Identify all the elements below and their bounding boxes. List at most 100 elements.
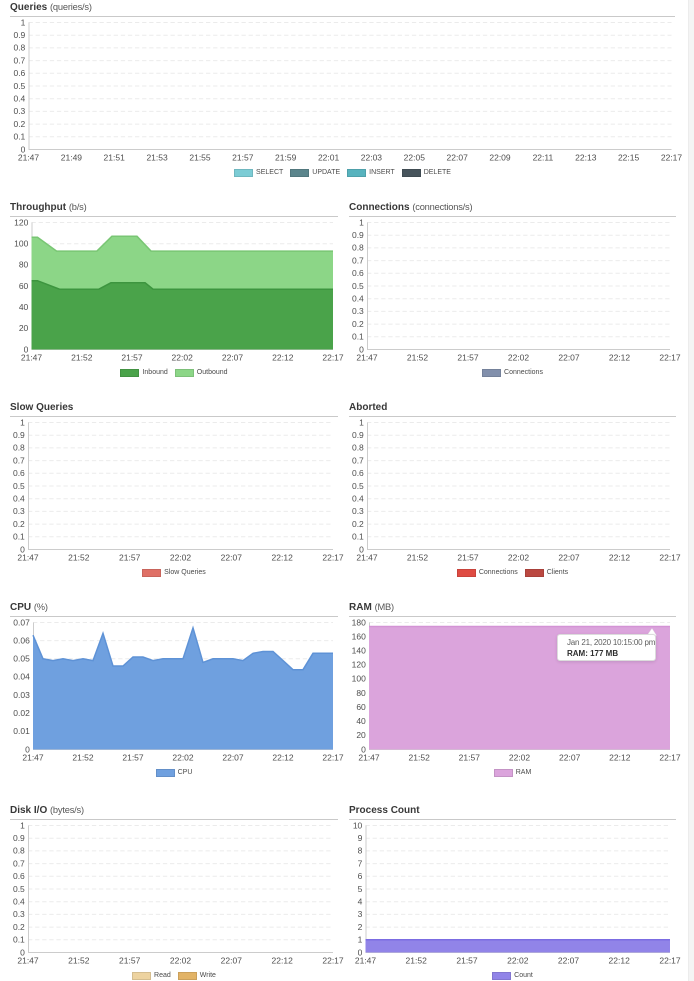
svg-text:21:57: 21:57 — [122, 753, 144, 763]
svg-text:0.9: 0.9 — [352, 230, 364, 240]
svg-text:22:09: 22:09 — [489, 153, 511, 163]
svg-text:0.7: 0.7 — [352, 455, 364, 465]
svg-text:0: 0 — [20, 544, 25, 554]
svg-text:22:17: 22:17 — [322, 553, 344, 563]
svg-text:21:47: 21:47 — [355, 956, 377, 966]
svg-text:0.7: 0.7 — [13, 55, 25, 65]
svg-text:22:02: 22:02 — [508, 353, 530, 363]
svg-text:0.4: 0.4 — [352, 294, 364, 304]
svg-text:6: 6 — [358, 871, 363, 881]
svg-text:21:52: 21:52 — [68, 956, 90, 966]
svg-text:22:07: 22:07 — [221, 956, 243, 966]
svg-text:21:51: 21:51 — [104, 153, 126, 163]
svg-text:22:03: 22:03 — [361, 153, 383, 163]
svg-text:21:55: 21:55 — [189, 153, 211, 163]
svg-text:21:47: 21:47 — [18, 153, 40, 163]
svg-text:120: 120 — [14, 217, 28, 227]
svg-text:0.6: 0.6 — [13, 468, 25, 478]
svg-text:0.4: 0.4 — [13, 494, 25, 504]
svg-text:0.1: 0.1 — [352, 332, 364, 342]
svg-text:0.2: 0.2 — [352, 319, 364, 329]
svg-text:21:52: 21:52 — [71, 353, 93, 363]
svg-text:0.01: 0.01 — [13, 726, 30, 736]
svg-text:22:02: 22:02 — [172, 753, 194, 763]
svg-text:21:52: 21:52 — [407, 353, 429, 363]
svg-text:0.3: 0.3 — [13, 909, 25, 919]
svg-text:0.5: 0.5 — [13, 481, 25, 491]
svg-text:80: 80 — [19, 260, 29, 270]
svg-text:22:12: 22:12 — [609, 956, 631, 966]
svg-text:22:12: 22:12 — [609, 353, 631, 363]
svg-text:22:17: 22:17 — [322, 753, 344, 763]
svg-text:22:12: 22:12 — [272, 553, 294, 563]
svg-text:0.6: 0.6 — [352, 268, 364, 278]
svg-text:0.7: 0.7 — [13, 455, 25, 465]
svg-text:1: 1 — [358, 935, 363, 945]
svg-text:22:07: 22:07 — [222, 353, 244, 363]
svg-text:0.06: 0.06 — [13, 635, 30, 645]
svg-text:0.8: 0.8 — [13, 846, 25, 856]
svg-text:22:02: 22:02 — [508, 553, 530, 563]
svg-text:22:11: 22:11 — [533, 153, 554, 163]
svg-text:0: 0 — [359, 344, 364, 354]
svg-text:0.5: 0.5 — [13, 81, 25, 91]
svg-text:22:12: 22:12 — [272, 353, 294, 363]
svg-text:22:12: 22:12 — [272, 753, 294, 763]
svg-text:80: 80 — [356, 688, 366, 698]
svg-text:21:47: 21:47 — [21, 353, 43, 363]
svg-text:0.2: 0.2 — [13, 922, 25, 932]
svg-text:1: 1 — [359, 217, 364, 227]
svg-text:40: 40 — [356, 716, 366, 726]
svg-text:0.4: 0.4 — [13, 897, 25, 907]
svg-text:0.6: 0.6 — [352, 468, 364, 478]
svg-text:21:47: 21:47 — [356, 553, 378, 563]
svg-text:1: 1 — [20, 820, 25, 830]
svg-text:0.07: 0.07 — [13, 617, 30, 627]
svg-text:0.3: 0.3 — [352, 306, 364, 316]
svg-text:22:05: 22:05 — [404, 153, 426, 163]
svg-text:0.3: 0.3 — [352, 506, 364, 516]
svg-text:100: 100 — [352, 674, 366, 684]
svg-text:0.05: 0.05 — [13, 654, 30, 664]
svg-text:0: 0 — [21, 144, 26, 154]
svg-text:0.9: 0.9 — [13, 430, 25, 440]
svg-text:21:47: 21:47 — [17, 956, 39, 966]
svg-text:60: 60 — [19, 281, 29, 291]
svg-text:22:01: 22:01 — [318, 153, 340, 163]
svg-text:2: 2 — [358, 922, 363, 932]
svg-text:22:07: 22:07 — [559, 753, 581, 763]
svg-text:0.9: 0.9 — [352, 430, 364, 440]
svg-text:22:07: 22:07 — [558, 353, 580, 363]
svg-text:21:52: 21:52 — [409, 753, 431, 763]
svg-text:22:02: 22:02 — [509, 753, 531, 763]
svg-text:22:12: 22:12 — [609, 553, 631, 563]
svg-text:180: 180 — [352, 617, 366, 627]
svg-text:0.1: 0.1 — [13, 532, 25, 542]
svg-text:0.7: 0.7 — [352, 255, 364, 265]
svg-text:0.6: 0.6 — [13, 871, 25, 881]
svg-text:0.8: 0.8 — [13, 443, 25, 453]
svg-text:40: 40 — [19, 302, 29, 312]
svg-text:22:07: 22:07 — [558, 553, 580, 563]
svg-text:21:57: 21:57 — [459, 753, 481, 763]
svg-text:22:12: 22:12 — [272, 956, 294, 966]
svg-text:22:02: 22:02 — [170, 956, 192, 966]
svg-text:0.1: 0.1 — [352, 532, 364, 542]
svg-text:0: 0 — [358, 947, 363, 957]
svg-text:21:52: 21:52 — [407, 553, 429, 563]
svg-text:21:59: 21:59 — [275, 153, 297, 163]
svg-text:21:47: 21:47 — [17, 553, 39, 563]
svg-text:21:53: 21:53 — [146, 153, 168, 163]
svg-text:140: 140 — [352, 646, 366, 656]
svg-text:1: 1 — [20, 417, 25, 427]
svg-text:22:12: 22:12 — [609, 753, 631, 763]
svg-text:0: 0 — [20, 947, 25, 957]
svg-text:0.1: 0.1 — [13, 935, 25, 945]
svg-text:21:52: 21:52 — [68, 553, 90, 563]
svg-text:0.04: 0.04 — [13, 672, 30, 682]
svg-text:9: 9 — [358, 833, 363, 843]
svg-text:0.3: 0.3 — [13, 106, 25, 116]
svg-text:0.03: 0.03 — [13, 690, 30, 700]
svg-text:0.5: 0.5 — [13, 884, 25, 894]
svg-text:1: 1 — [359, 417, 364, 427]
